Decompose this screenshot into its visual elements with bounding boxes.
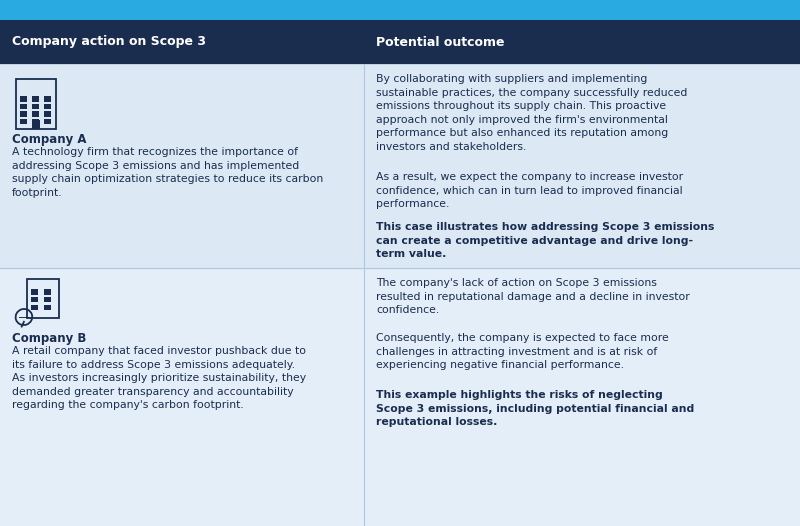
- Bar: [44, 118, 51, 124]
- Text: A technology firm that recognizes the importance of
addressing Scope 3 emissions: A technology firm that recognizes the im…: [12, 147, 323, 198]
- Text: As a result, we expect the company to increase investor
confidence, which can in: As a result, we expect the company to in…: [376, 172, 683, 209]
- Bar: [45, 289, 51, 295]
- Bar: [45, 297, 51, 302]
- Bar: [16, 79, 56, 129]
- Bar: [20, 104, 27, 109]
- Text: Consequently, the company is expected to face more
challenges in attracting inve: Consequently, the company is expected to…: [376, 333, 669, 370]
- Text: A retail company that faced investor pushback due to
its failure to address Scop: A retail company that faced investor pus…: [12, 346, 306, 410]
- Bar: [32, 96, 38, 102]
- Bar: [45, 305, 51, 310]
- Bar: [31, 305, 38, 310]
- Bar: [0, 268, 800, 526]
- Text: This case illustrates how addressing Scope 3 emissions
can create a competitive : This case illustrates how addressing Sco…: [376, 222, 714, 259]
- Text: Company B: Company B: [12, 332, 86, 345]
- Bar: [0, 0, 800, 20]
- Bar: [31, 289, 38, 295]
- Bar: [44, 104, 51, 109]
- Text: This example highlights the risks of neglecting
Scope 3 emissions, including pot: This example highlights the risks of neg…: [376, 390, 694, 427]
- Bar: [31, 297, 38, 302]
- Bar: [32, 104, 38, 109]
- Bar: [44, 111, 51, 116]
- Bar: [32, 120, 41, 129]
- Bar: [27, 279, 58, 318]
- Bar: [44, 96, 51, 102]
- Bar: [20, 111, 27, 116]
- Bar: [20, 96, 27, 102]
- Text: By collaborating with suppliers and implementing
sustainable practices, the comp: By collaborating with suppliers and impl…: [376, 74, 687, 152]
- Bar: [20, 118, 27, 124]
- Bar: [32, 111, 38, 116]
- Text: Company A: Company A: [12, 133, 86, 146]
- Text: Potential outcome: Potential outcome: [376, 35, 505, 48]
- Bar: [32, 118, 38, 124]
- Text: Company action on Scope 3: Company action on Scope 3: [12, 35, 206, 48]
- Bar: [0, 64, 800, 268]
- Text: The company's lack of action on Scope 3 emissions
resulted in reputational damag: The company's lack of action on Scope 3 …: [376, 278, 690, 315]
- Bar: [0, 20, 800, 64]
